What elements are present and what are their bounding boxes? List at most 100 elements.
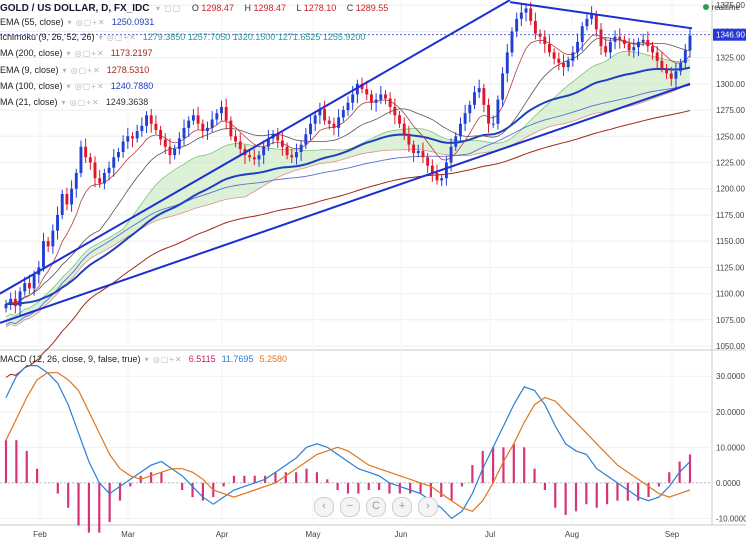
candle — [393, 98, 397, 125]
indicator-controls-icon[interactable]: ▾ ◎▢+✕ — [144, 355, 183, 364]
candle — [135, 124, 139, 143]
candle-body — [93, 162, 97, 179]
candle — [313, 111, 317, 132]
zoom-out-button[interactable]: − — [340, 497, 360, 517]
candle-body — [4, 304, 8, 309]
candle — [182, 119, 186, 146]
candle — [276, 127, 280, 148]
candle-body — [280, 140, 284, 147]
candle-body — [201, 123, 205, 132]
indicator-controls-icon[interactable]: ▾ ◎▢+✕ — [66, 82, 105, 91]
scroll-right-button[interactable]: › — [418, 497, 438, 517]
candle — [421, 142, 425, 164]
candle — [252, 148, 256, 166]
candle-body — [18, 291, 22, 307]
candle — [102, 168, 106, 190]
candle-body — [295, 152, 298, 158]
indicator-controls-icon[interactable]: ▾ ◎▢+✕ — [67, 18, 106, 27]
indicator-row-ema55[interactable]: EMA (55, close) ▾ ◎▢+✕ 1250.0931 — [0, 17, 155, 27]
time-tick-label: Jul — [485, 530, 495, 539]
candle-body — [369, 94, 373, 103]
indicator-row-ma200[interactable]: MA (200, close) ▾ ◎▢+✕ 1173.2197 — [0, 48, 153, 58]
ma21-line — [5, 37, 691, 305]
candle-body — [641, 39, 645, 42]
candle-body — [566, 60, 570, 68]
indicator-controls-icon[interactable]: ▾ ◎▢+✕ — [61, 98, 100, 107]
price-tick-label: 1050.00 — [716, 342, 745, 351]
candle-body — [524, 8, 528, 13]
candle — [323, 100, 327, 125]
candle — [637, 37, 640, 57]
candle-body — [126, 136, 130, 142]
candle — [374, 93, 378, 112]
macd-tick-label: 20.0000 — [716, 408, 745, 417]
indicator-controls-icon[interactable]: ▾ ◎▢+✕ — [66, 49, 105, 58]
candle — [407, 125, 411, 153]
candle — [679, 58, 683, 76]
zoom-in-button[interactable]: + — [392, 497, 412, 517]
status-dot-icon — [702, 4, 709, 10]
candle — [562, 54, 565, 77]
candle — [398, 111, 401, 128]
candle — [70, 180, 74, 212]
candle — [444, 156, 448, 186]
indicator-row-ichimoku[interactable]: Ichimoku (9, 26, 52, 26) ▾ ◎▢+✕ 1279.3850 … — [0, 32, 366, 42]
time-tick-label: Apr — [216, 530, 229, 539]
candle-body — [309, 123, 312, 135]
time-tick-label: Jun — [395, 530, 408, 539]
candle-body — [229, 120, 233, 137]
symbol-title[interactable]: GOLD / US DOLLAR, D, FX_IDC — [0, 3, 150, 14]
last-price-label: 1346.90 — [716, 31, 745, 40]
candle — [173, 144, 177, 160]
candle — [599, 23, 603, 56]
candle-body — [449, 146, 453, 163]
candle — [159, 125, 163, 146]
candle-body — [346, 102, 350, 111]
candle — [327, 116, 331, 130]
candle-body — [632, 47, 636, 51]
price-tick-label: 1250.00 — [716, 132, 745, 141]
candle-body — [468, 104, 472, 114]
candle-body — [571, 52, 575, 61]
symbol-options-icon[interactable]: ▾ ▢▢ — [155, 4, 182, 13]
candle-body — [262, 146, 266, 156]
indicator-controls-icon[interactable]: ▾ ◎▢+✕ — [62, 66, 101, 75]
candle — [42, 232, 45, 272]
candle-body — [402, 123, 406, 135]
candle-body — [529, 8, 533, 21]
indicator-row-macd[interactable]: MACD (12, 26, close, 9, false, true) ▾ ◎▢… — [0, 354, 287, 364]
candle — [201, 119, 205, 139]
candle — [585, 12, 589, 31]
candle-body — [135, 131, 139, 139]
time-tick-label: May — [305, 530, 320, 539]
ema9-line — [5, 34, 691, 305]
price-tick-label: 1225.00 — [716, 159, 745, 168]
scroll-left-button[interactable]: ‹ — [314, 497, 334, 517]
candle — [538, 29, 542, 45]
candle-body — [491, 123, 495, 125]
candle — [131, 132, 134, 148]
candle — [205, 121, 209, 140]
candle — [187, 116, 191, 137]
candle — [145, 111, 149, 134]
candle — [309, 115, 312, 140]
ma200-line — [5, 110, 691, 378]
candle-body — [60, 193, 64, 215]
candle-body — [299, 144, 303, 153]
indicator-row-ma100[interactable]: MA (100, close) ▾ ◎▢+✕ 1240.7880 — [0, 81, 154, 91]
candle — [402, 117, 406, 140]
macd-tick-label: 30.0000 — [716, 372, 745, 381]
candle-body — [622, 39, 626, 45]
indicator-controls-icon[interactable]: ▾ ◎▢+✕ — [98, 33, 137, 42]
candle-body — [505, 52, 509, 74]
indicator-row-ema9[interactable]: EMA (9, close) ▾ ◎▢+✕ 1278.5310 — [0, 65, 150, 75]
indicator-row-ma21[interactable]: MA (21, close) ▾ ◎▢+✕ 1249.3638 — [0, 97, 149, 107]
candle-body — [140, 125, 144, 132]
price-tick-label: 1375.00 — [716, 1, 745, 10]
candle — [191, 109, 195, 125]
reset-button[interactable]: C — [366, 497, 386, 517]
candle — [84, 138, 88, 164]
candle — [234, 130, 238, 148]
price-tick-label: 1275.00 — [716, 106, 745, 115]
